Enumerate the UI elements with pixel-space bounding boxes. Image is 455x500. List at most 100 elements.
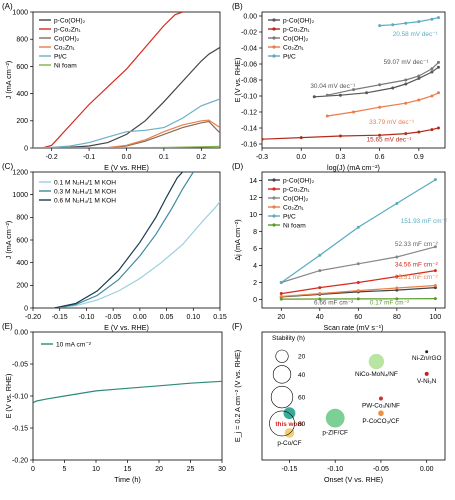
x-tick-label: 0.00 xyxy=(133,314,147,321)
data-point xyxy=(404,101,408,105)
legend-label: 0.3 M N₂H₄/1 M KOH xyxy=(54,188,116,195)
x-tick-label: 0.3 xyxy=(336,154,346,161)
bubble-label: PW-Co₃N/NF xyxy=(362,402,400,409)
annotation: 15.65 mV dec⁻¹ xyxy=(367,137,412,144)
legend-label: Co(OH)₂ xyxy=(54,35,80,42)
y-tick-label: 8 xyxy=(253,229,257,236)
data-point xyxy=(356,262,360,266)
data-point xyxy=(436,65,440,69)
data-point xyxy=(417,76,421,80)
data-point xyxy=(404,78,408,82)
legend-label: Ni foam xyxy=(283,222,306,229)
x-tick-label: 0.10 xyxy=(186,314,200,321)
panel-1: (B) -0.3 0.0 0.3 0.6 0.9 -0.16 -0.14 -0.12 -0.10 -… xyxy=(232,2,446,172)
data-point xyxy=(279,292,283,296)
series-line xyxy=(314,66,439,98)
series-line xyxy=(42,12,183,148)
bubble-label: p-ZIF/CF xyxy=(322,430,348,437)
legend-label: Co(OH)₂ xyxy=(283,35,309,42)
size-legend-circle xyxy=(269,410,295,437)
data-point xyxy=(318,297,322,301)
data-point xyxy=(299,136,303,140)
y-tick-label: -0.08 xyxy=(241,77,257,84)
legend: 10 mA cm⁻² xyxy=(41,341,92,348)
data-point xyxy=(395,255,399,259)
bubble-label: NiCo-MoN₄/NF xyxy=(355,371,398,378)
x-tick-label: 20 xyxy=(277,314,285,321)
legend-marker xyxy=(272,18,276,22)
y-tick-label: -0.05 xyxy=(12,361,28,368)
y-tick-label: 0 xyxy=(253,297,257,304)
legend-label: p-Co(OH)₂ xyxy=(283,17,315,24)
data-point xyxy=(417,130,421,134)
size-legend-label: 60 xyxy=(298,394,306,401)
legend-label: p-Co₂Zn₁ xyxy=(54,26,82,33)
annotation: 34.56 mF cm⁻² xyxy=(395,261,438,268)
legend-marker xyxy=(272,205,276,209)
x-axis-label: Scan rate (mV s⁻¹) xyxy=(323,323,383,332)
legend-label: 0.6 M N₂H₄/1 M KOH xyxy=(54,197,116,204)
y-tick-label: 600 xyxy=(16,64,28,71)
data-point xyxy=(279,281,283,284)
data-point xyxy=(391,86,395,90)
series-line xyxy=(33,46,220,148)
y-tick-label: 0.00 xyxy=(14,329,28,336)
y-tick-label: 0 xyxy=(24,145,28,152)
panel-label: (D) xyxy=(232,162,243,171)
annotation: 20.58 mV dec⁻¹ xyxy=(393,31,438,38)
data-point xyxy=(433,178,437,182)
x-tick-label: -0.2 xyxy=(46,154,58,161)
legend-marker xyxy=(272,196,276,200)
x-axis-label: E (V vs. RHE) xyxy=(104,163,149,172)
y-tick-label: 200 xyxy=(16,283,28,290)
x-tick-label: -0.10 xyxy=(327,466,343,473)
series-line xyxy=(327,92,439,117)
y-tick-label: -0.04 xyxy=(241,45,257,52)
series-line xyxy=(33,145,220,148)
data-point xyxy=(430,67,434,71)
panel-label: (E) xyxy=(2,322,13,331)
data-point xyxy=(378,24,382,28)
data-point xyxy=(318,269,322,273)
y-tick-label: -0.10 xyxy=(241,93,257,100)
panel-2: (C) -0.20 -0.15 -0.10 -0.05 0.00 0.05 0.10 0.15 0… xyxy=(2,162,227,332)
data-point xyxy=(378,133,382,137)
y-tick-label: 1000 xyxy=(12,192,28,199)
data-point xyxy=(378,105,382,109)
data-point xyxy=(404,132,408,136)
panel-0: (A) -0.2 -0.1 0.0 0.1 0.2 0 200 400 600 800 1000 E (… xyxy=(2,2,221,172)
data-point xyxy=(395,297,399,301)
y-axis-label: E (V vs. RHE) xyxy=(4,374,13,419)
y-axis-label: J (mA cm⁻²) xyxy=(4,61,13,100)
panel-label: (F) xyxy=(232,322,243,331)
plot-area xyxy=(279,178,437,301)
x-tick-label: 100 xyxy=(430,314,442,321)
data-point xyxy=(365,91,369,95)
y-tick-label: -0.15 xyxy=(12,425,28,432)
annotation: 151.93 mF cm⁻² xyxy=(401,218,447,225)
y-tick-label: -0.02 xyxy=(241,29,257,36)
size-legend-label: 80 xyxy=(298,421,306,428)
legend-label: Pt/C xyxy=(54,53,67,60)
data-point xyxy=(433,297,437,301)
x-tick-label: 0.1 xyxy=(159,154,169,161)
data-point xyxy=(404,21,408,25)
y-tick-label: 14 xyxy=(249,178,257,185)
y-tick-label: -0.12 xyxy=(241,109,257,116)
legend-marker xyxy=(272,214,276,218)
legend-marker xyxy=(272,36,276,40)
y-tick-label: 12 xyxy=(249,195,257,202)
legend-label: p-Co(OH)₂ xyxy=(54,17,86,24)
x-tick-label: -0.10 xyxy=(78,314,94,321)
data-point xyxy=(279,297,283,301)
legend-marker xyxy=(272,45,276,49)
data-point xyxy=(436,16,440,20)
series-line xyxy=(54,201,220,308)
annotation: 59.07 mV dec⁻¹ xyxy=(384,59,429,66)
x-tick-label: 5 xyxy=(63,466,67,473)
data-point xyxy=(436,126,440,130)
x-tick-label: 60 xyxy=(354,314,362,321)
y-tick-label: 400 xyxy=(16,91,28,98)
data-point xyxy=(430,128,434,132)
